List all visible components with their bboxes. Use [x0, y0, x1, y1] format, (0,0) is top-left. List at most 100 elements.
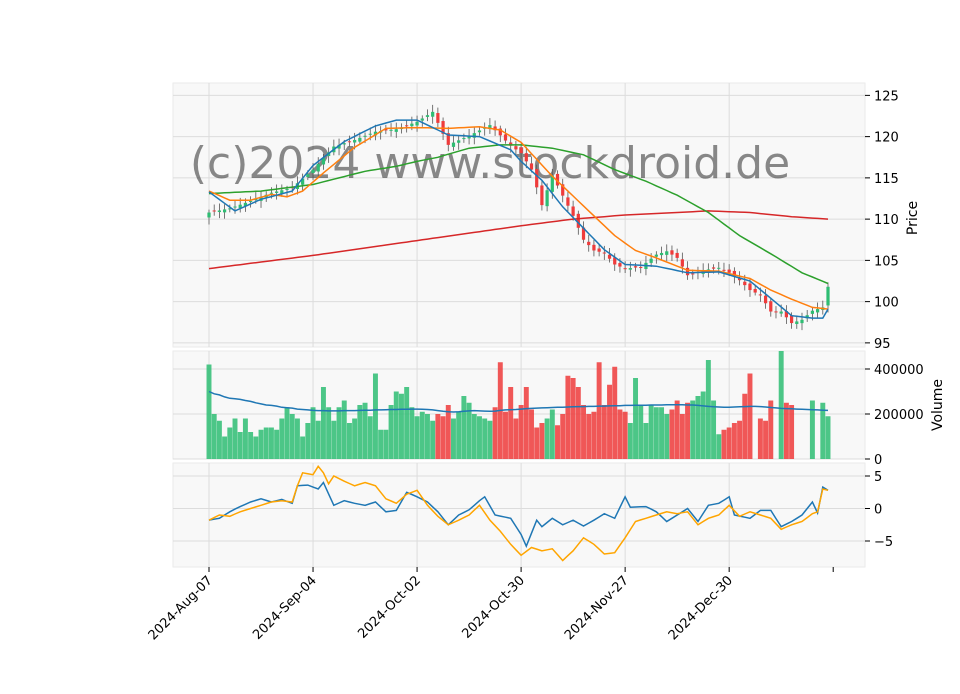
- candle-body: [316, 163, 320, 172]
- candle-body: [405, 125, 409, 127]
- price-panel-bg: [172, 82, 866, 348]
- candle-body: [550, 175, 554, 192]
- candle-body: [457, 140, 461, 143]
- candle-body: [571, 206, 575, 216]
- volume-bar: [508, 387, 514, 459]
- volume-bar: [747, 373, 753, 459]
- candle-body: [337, 144, 341, 149]
- candle-body: [602, 252, 606, 254]
- volume-bar: [674, 400, 680, 459]
- volume-ytick-label: 0: [874, 453, 882, 468]
- candle-body: [607, 254, 612, 259]
- volume-bar: [763, 420, 769, 459]
- volume-bar: [768, 400, 774, 459]
- price-panel: [207, 104, 830, 331]
- price-ytick-label: 120: [874, 131, 899, 146]
- candle-body: [493, 126, 497, 131]
- volume-bar: [503, 411, 508, 459]
- volume-bar: [216, 420, 222, 459]
- volume-bar: [445, 405, 451, 459]
- volume-bar: [482, 418, 488, 459]
- candle-body: [670, 250, 674, 255]
- candle-body: [524, 153, 528, 162]
- price-ytick-label: 105: [874, 254, 899, 269]
- candle-body: [415, 121, 419, 126]
- volume-bar: [471, 414, 477, 459]
- price-ytick-label: 115: [874, 172, 899, 187]
- volume-bar: [404, 387, 410, 459]
- volume-bar: [789, 405, 795, 459]
- candle-body: [800, 319, 804, 324]
- candle-body: [436, 113, 440, 123]
- volume-bar: [820, 402, 826, 459]
- x-tick-label: 2024-Aug-07: [146, 573, 216, 643]
- volume-bar: [586, 414, 592, 459]
- volume-bar: [679, 414, 685, 459]
- price-ytick-label: 125: [874, 89, 899, 104]
- candle-body: [233, 206, 237, 208]
- volume-bar: [737, 420, 743, 459]
- candle-body: [680, 259, 684, 267]
- volume-bar: [757, 418, 763, 459]
- volume-bar: [232, 418, 238, 459]
- volume-bar: [825, 416, 831, 459]
- oscillator-panel-bg: [172, 462, 866, 568]
- candle-body: [243, 202, 248, 206]
- candle-body: [592, 244, 596, 251]
- candle-body: [472, 133, 476, 138]
- volume-bar: [253, 436, 259, 459]
- ma-short-line: [208, 119, 829, 319]
- candle-body: [665, 251, 669, 255]
- ma-mid-line: [208, 125, 829, 310]
- price-ytick-label: 110: [874, 213, 899, 228]
- candle-body: [207, 212, 211, 218]
- volume-bar: [705, 360, 711, 459]
- volume-ytick-label: 200000: [874, 408, 924, 423]
- oscillator-panel: [208, 465, 829, 562]
- volume-bar: [367, 416, 373, 459]
- volume-bar: [726, 427, 732, 459]
- volume-bar: [315, 420, 321, 459]
- candle-body: [503, 134, 508, 141]
- volume-bar: [487, 420, 493, 459]
- volume-bar: [534, 427, 540, 459]
- candle-body: [384, 129, 388, 131]
- candle-body: [228, 208, 232, 210]
- candle-body: [394, 129, 398, 132]
- volume-bar: [664, 414, 670, 459]
- candle-body: [763, 295, 768, 304]
- candle-body: [706, 269, 710, 271]
- candle-body: [639, 266, 643, 268]
- candle-body: [815, 309, 820, 313]
- volume-bar: [274, 429, 280, 459]
- candle-body: [545, 190, 549, 207]
- candle-body: [659, 252, 664, 256]
- volume-bar: [279, 418, 285, 459]
- candle-body: [628, 268, 632, 270]
- candle-body: [711, 267, 716, 269]
- candle-body: [389, 129, 393, 131]
- osc-ytick-label: 0: [874, 503, 882, 518]
- volume-bar: [258, 429, 264, 459]
- candle-body: [269, 192, 274, 194]
- candle-body: [810, 310, 815, 314]
- candle-body: [758, 294, 762, 296]
- candle-body: [779, 311, 783, 314]
- candle-body: [358, 137, 362, 142]
- volume-bar: [242, 418, 248, 459]
- candle-body: [732, 270, 736, 277]
- volume-ytick-label: 400000: [874, 363, 924, 378]
- candle-body: [321, 158, 326, 165]
- candle-body: [311, 169, 315, 174]
- candle-body: [363, 135, 367, 137]
- candle-body: [509, 142, 513, 146]
- volume-bar: [326, 407, 332, 459]
- candle-body: [254, 198, 258, 201]
- candle-body: [368, 133, 372, 135]
- candle-body: [488, 125, 492, 130]
- candle-body: [217, 210, 222, 213]
- candle-body: [238, 204, 242, 208]
- candle-body: [561, 184, 565, 196]
- volume-bar: [617, 409, 623, 459]
